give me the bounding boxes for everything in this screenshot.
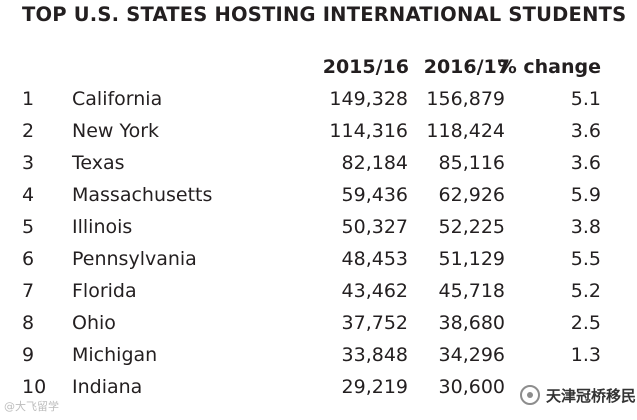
value-2016-17: 51,129 xyxy=(438,248,505,270)
value-2016-17: 118,424 xyxy=(426,120,505,142)
watermark-left: @大飞留学 xyxy=(4,400,59,413)
table-title: TOP U.S. STATES HOSTING INTERNATIONAL ST… xyxy=(22,3,627,26)
header-2016-17: 2016/17 xyxy=(423,56,510,78)
watermark-right: 天津冠桥移民 xyxy=(516,380,637,410)
row-rank: 4 xyxy=(22,184,35,206)
value-2015-16: 37,752 xyxy=(341,312,408,334)
value-2016-17: 62,926 xyxy=(438,184,505,206)
value-2016-17: 38,680 xyxy=(438,312,505,334)
row-state: Texas xyxy=(72,152,125,174)
row-state: California xyxy=(72,88,163,110)
table-row: 8 Ohio 37,752 38,680 2.5 xyxy=(0,312,637,344)
table-row: 2 New York 114,316 118,424 3.6 xyxy=(0,120,637,152)
row-rank: 6 xyxy=(22,248,35,270)
table-row: 9 Michigan 33,848 34,296 1.3 xyxy=(0,344,637,376)
value-2015-16: 48,453 xyxy=(341,248,408,270)
row-state: Michigan xyxy=(72,344,158,366)
row-rank: 2 xyxy=(22,120,35,142)
value-2015-16: 43,462 xyxy=(341,280,408,302)
value-2016-17: 52,225 xyxy=(438,216,505,238)
table-row: 1 California 149,328 156,879 5.1 xyxy=(0,88,637,120)
row-rank: 3 xyxy=(22,152,35,174)
watermark-right-text: 天津冠桥移民 xyxy=(546,386,637,405)
row-state: Illinois xyxy=(72,216,133,238)
row-rank: 5 xyxy=(22,216,35,238)
value-pct-change: 5.1 xyxy=(570,88,601,110)
value-2016-17: 85,116 xyxy=(438,152,505,174)
value-pct-change: 1.3 xyxy=(570,344,601,366)
row-state: Pennsylvania xyxy=(72,248,197,270)
value-2015-16: 149,328 xyxy=(329,88,408,110)
value-2015-16: 82,184 xyxy=(341,152,408,174)
row-rank: 7 xyxy=(22,280,35,302)
row-rank: 1 xyxy=(22,88,35,110)
value-pct-change: 3.6 xyxy=(570,152,601,174)
value-2015-16: 50,327 xyxy=(341,216,408,238)
table-row: 10 Indiana 29,219 30,600 xyxy=(0,376,637,408)
table-row: 7 Florida 43,462 45,718 5.2 xyxy=(0,280,637,312)
value-2015-16: 29,219 xyxy=(341,376,408,398)
value-pct-change: 5.2 xyxy=(570,280,601,302)
table-row: 4 Massachusetts 59,436 62,926 5.9 xyxy=(0,184,637,216)
value-pct-change: 5.9 xyxy=(570,184,601,206)
value-pct-change: 2.5 xyxy=(570,312,601,334)
row-state: New York xyxy=(72,120,160,142)
value-2015-16: 59,436 xyxy=(341,184,408,206)
value-2016-17: 30,600 xyxy=(438,376,505,398)
row-state: Ohio xyxy=(72,312,116,334)
value-2016-17: 156,879 xyxy=(426,88,505,110)
value-pct-change: 5.5 xyxy=(570,248,601,270)
table-row: 6 Pennsylvania 48,453 51,129 5.5 xyxy=(0,248,637,280)
header-pct-change: % change xyxy=(497,56,601,78)
value-2016-17: 34,296 xyxy=(438,344,505,366)
value-2016-17: 45,718 xyxy=(438,280,505,302)
row-state: Florida xyxy=(72,280,137,302)
wechat-official-account-icon xyxy=(520,385,540,405)
row-state: Indiana xyxy=(72,376,143,398)
header-2015-16: 2015/16 xyxy=(322,56,409,78)
row-rank: 9 xyxy=(22,344,35,366)
row-rank: 8 xyxy=(22,312,35,334)
row-rank: 10 xyxy=(22,376,47,398)
value-2015-16: 114,316 xyxy=(329,120,408,142)
value-pct-change: 3.6 xyxy=(570,120,601,142)
table-row: 5 Illinois 50,327 52,225 3.8 xyxy=(0,216,637,248)
table-row: 3 Texas 82,184 85,116 3.6 xyxy=(0,152,637,184)
value-pct-change: 3.8 xyxy=(570,216,601,238)
value-2015-16: 33,848 xyxy=(341,344,408,366)
row-state: Massachusetts xyxy=(72,184,213,206)
